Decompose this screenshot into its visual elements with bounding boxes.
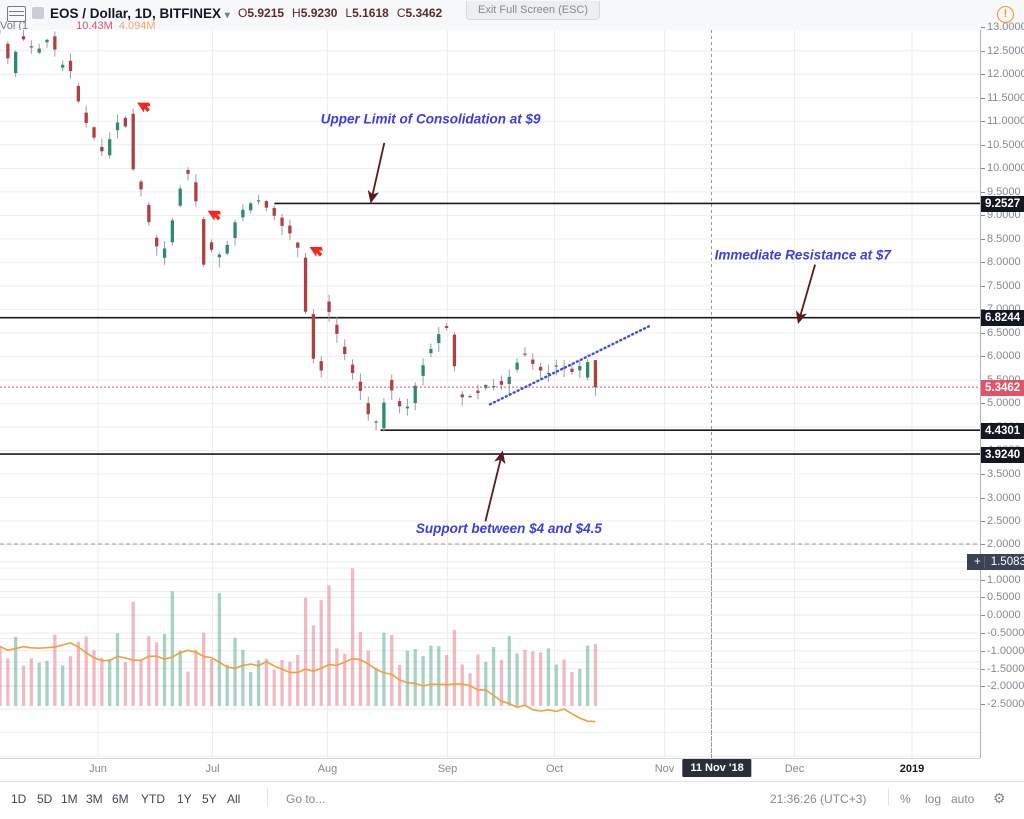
svg-text:Support between $4 and $4.5: Support between $4 and $4.5 bbox=[416, 521, 603, 536]
svg-text:Upper Limit of Consolidation a: Upper Limit of Consolidation at $9 bbox=[321, 112, 541, 127]
svg-text:Immediate Resistance at $7: Immediate Resistance at $7 bbox=[715, 248, 893, 263]
